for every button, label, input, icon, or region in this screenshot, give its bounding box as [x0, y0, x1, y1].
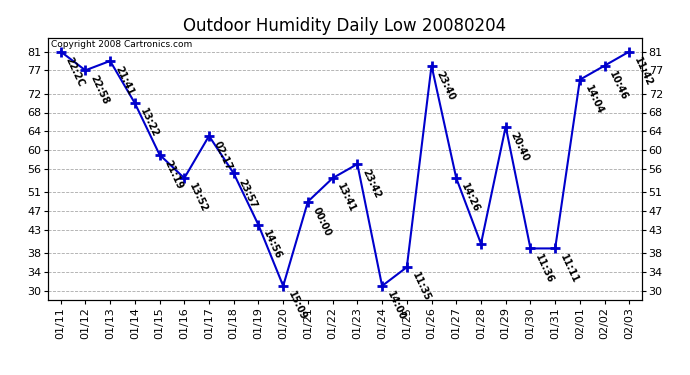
Text: 15:09: 15:09: [286, 290, 308, 322]
Text: 14:56: 14:56: [262, 229, 284, 261]
Text: 14:26: 14:26: [460, 182, 482, 214]
Text: 00:00: 00:00: [311, 205, 333, 238]
Text: 11:36: 11:36: [533, 252, 555, 285]
Text: 14:00: 14:00: [385, 290, 407, 322]
Text: 13:41: 13:41: [335, 182, 358, 214]
Text: 13:22: 13:22: [138, 107, 160, 139]
Text: 23:40: 23:40: [435, 69, 457, 102]
Text: 20:40: 20:40: [509, 130, 531, 163]
Text: 22:58: 22:58: [88, 74, 110, 106]
Text: 11:35: 11:35: [410, 271, 432, 303]
Text: 21:19: 21:19: [163, 158, 185, 191]
Text: 10:46: 10:46: [608, 69, 630, 102]
Text: 11:11: 11:11: [558, 252, 580, 285]
Title: Outdoor Humidity Daily Low 20080204: Outdoor Humidity Daily Low 20080204: [184, 16, 506, 34]
Text: Copyright 2008 Cartronics.com: Copyright 2008 Cartronics.com: [51, 40, 193, 49]
Text: 02:17: 02:17: [212, 140, 234, 172]
Text: 23:57: 23:57: [237, 177, 259, 210]
Text: 21:41: 21:41: [113, 64, 135, 97]
Text: 13:52: 13:52: [187, 182, 210, 214]
Text: 11:42: 11:42: [632, 56, 655, 88]
Text: 14:04: 14:04: [583, 84, 605, 116]
Text: 22:2C: 22:2C: [63, 56, 86, 88]
Text: 23:42: 23:42: [360, 168, 382, 200]
